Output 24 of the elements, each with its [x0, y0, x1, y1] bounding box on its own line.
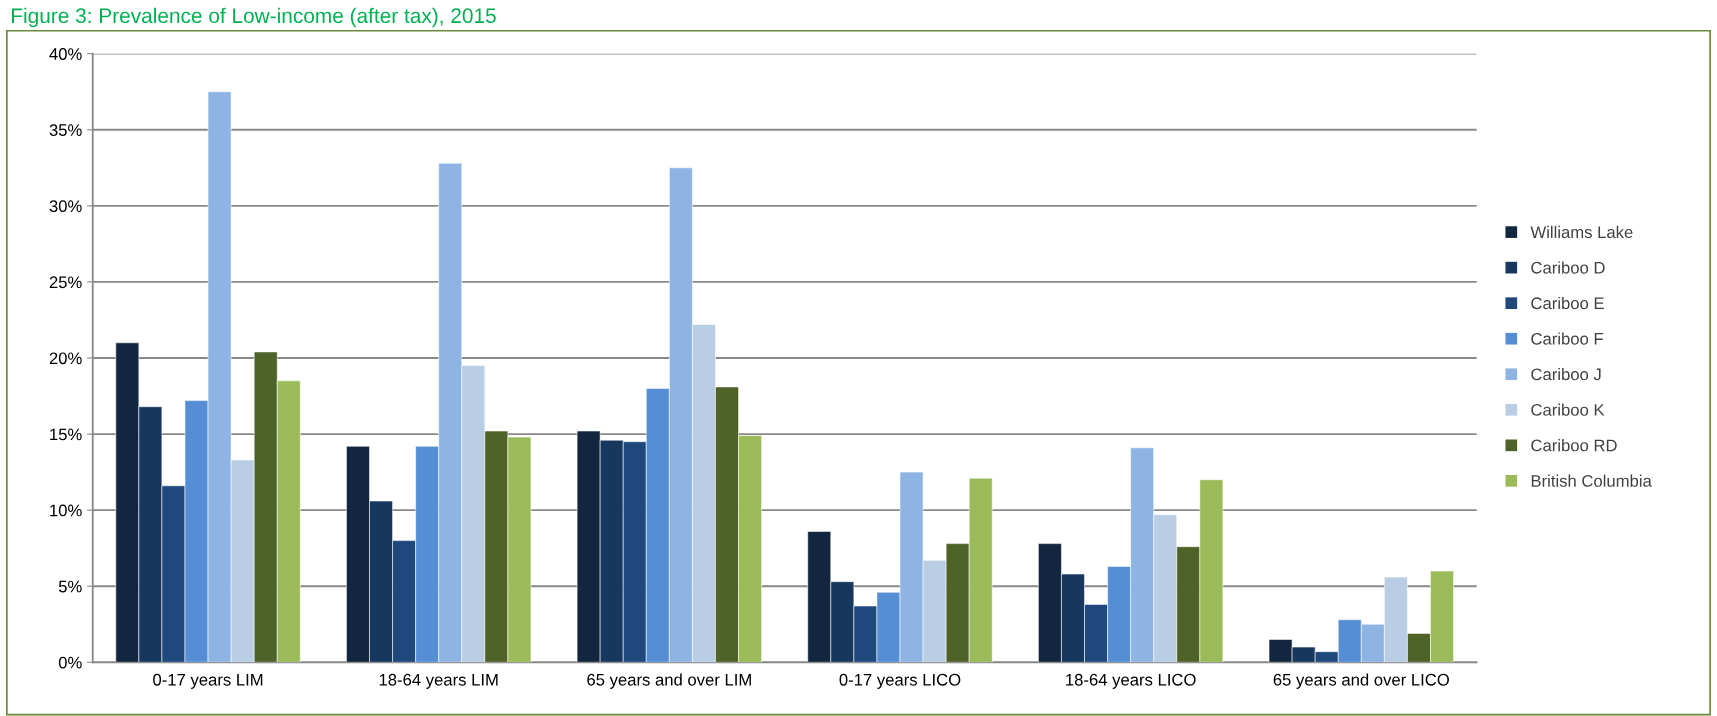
- x-tick-label: 65 years and over LICO: [1273, 673, 1449, 689]
- y-tick-label: 0%: [58, 656, 82, 669]
- legend-label: British Columbia: [1531, 474, 1652, 487]
- y-tick-label: 25%: [49, 276, 82, 289]
- y-tick-label: 5%: [58, 580, 82, 593]
- legend-label: Cariboo D: [1531, 261, 1605, 274]
- legend-label: Williams Lake: [1530, 225, 1633, 239]
- x-tick-label: 18-64 years LICO: [1066, 673, 1196, 689]
- legend-label: Cariboo J: [1531, 368, 1601, 381]
- y-tick-label: 40%: [49, 48, 82, 60]
- y-tick-label: 20%: [49, 352, 82, 365]
- y-tick-label: 30%: [49, 200, 82, 213]
- x-tick-label: 0-17 years LICO: [839, 673, 961, 689]
- x-tick-label: 18-64 years LIM: [379, 673, 498, 689]
- x-tick-label: 0-17 years LIM: [153, 673, 263, 689]
- y-tick-label: 15%: [50, 428, 82, 441]
- x-tick-label: 65 years and over LIM: [587, 673, 751, 689]
- legend-label: Cariboo E: [1531, 296, 1604, 310]
- chart-title: Figure 3: Prevalence of Low-income (after tax), 2015: [12, 7, 496, 28]
- legend-label: Cariboo RD: [1531, 439, 1617, 452]
- legend-label: Cariboo F: [1531, 332, 1603, 345]
- y-tick-label: 35%: [49, 124, 82, 136]
- legend-label: Cariboo K: [1531, 403, 1605, 416]
- y-tick-label: 10%: [50, 504, 82, 517]
